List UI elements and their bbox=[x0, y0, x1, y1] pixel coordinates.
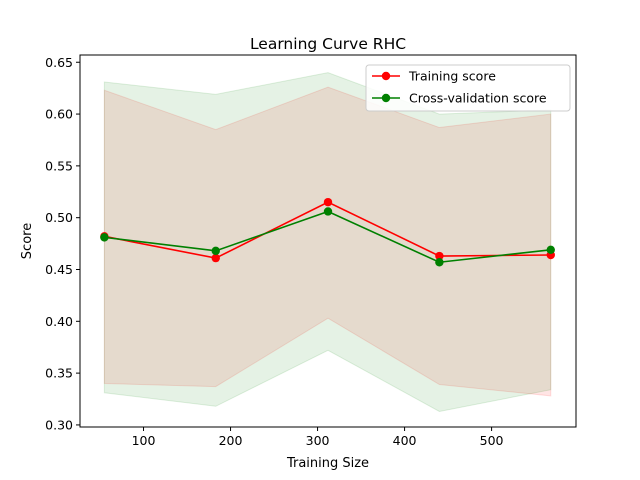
point-series-0-3 bbox=[435, 251, 444, 261]
y-tick-label: 0.35 bbox=[45, 366, 73, 381]
point-series-0-1 bbox=[211, 253, 220, 263]
y-tick-label: 0.40 bbox=[45, 314, 73, 329]
x-axis-ticks: 100 200 300 400 500 bbox=[132, 427, 504, 448]
score-bands bbox=[103, 72, 552, 412]
legend-marker-0 bbox=[381, 71, 391, 81]
point-series-1-3 bbox=[435, 258, 444, 267]
band-series-0 bbox=[103, 86, 552, 397]
band-series-1 bbox=[103, 72, 552, 412]
x-tick-label: 200 bbox=[219, 433, 243, 448]
x-tick-label: 400 bbox=[393, 433, 417, 448]
legend-marker-1 bbox=[381, 93, 391, 103]
point-series-1-0 bbox=[100, 233, 109, 242]
y-tick-label: 0.50 bbox=[45, 210, 73, 225]
legend-box bbox=[365, 64, 571, 112]
y-tick-label: 0.30 bbox=[45, 417, 73, 432]
x-axis-title: Training Size bbox=[286, 456, 369, 471]
legend: Training score Cross-validation score bbox=[365, 64, 571, 112]
axes-frame bbox=[79, 54, 577, 428]
score-points bbox=[100, 197, 555, 267]
legend-label-0: Training score bbox=[408, 69, 496, 84]
x-tick-label: 300 bbox=[306, 433, 330, 448]
point-series-1-1 bbox=[211, 246, 220, 256]
chart-title: Learning Curve RHC bbox=[250, 35, 406, 53]
y-tick-label: 0.65 bbox=[45, 55, 73, 70]
y-axis-ticks: 0.30 0.35 0.40 0.45 0.50 0.55 0.60 0.65 bbox=[45, 55, 80, 432]
point-series-1-4 bbox=[546, 245, 555, 255]
x-tick-label: 100 bbox=[132, 433, 156, 448]
y-tick-label: 0.60 bbox=[45, 107, 73, 122]
y-tick-label: 0.45 bbox=[45, 262, 73, 277]
point-series-0-2 bbox=[323, 197, 333, 207]
legend-label-1: Cross-validation score bbox=[409, 91, 547, 106]
point-series-1-2 bbox=[323, 207, 333, 216]
x-tick-label: 500 bbox=[480, 433, 504, 448]
y-tick-label: 0.55 bbox=[45, 158, 73, 173]
y-axis-title: Score bbox=[20, 223, 35, 259]
